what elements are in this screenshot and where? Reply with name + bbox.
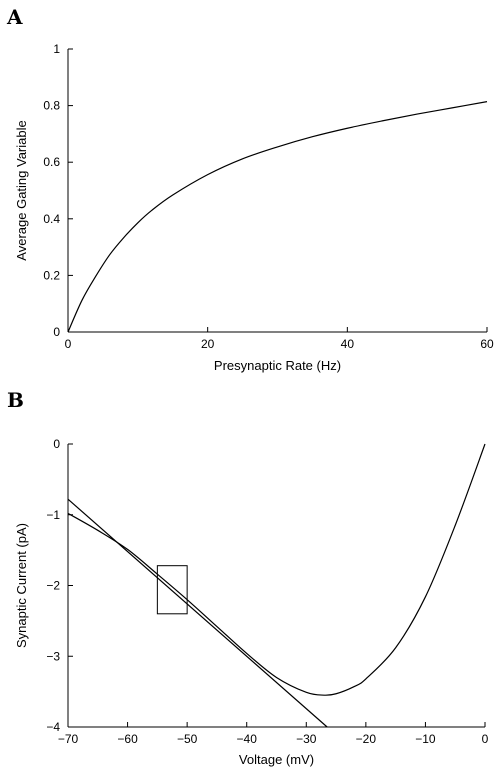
y-tick-label: −2 (46, 579, 60, 593)
y-tick-label: 0.4 (43, 212, 60, 226)
x-tick-label: −30 (296, 732, 317, 746)
x-tick-label: −10 (415, 732, 436, 746)
series-line-1 (67, 498, 328, 728)
y-tick-label: 0 (53, 325, 60, 339)
y-tick-label: −4 (46, 720, 60, 734)
y-tick-label: 1 (53, 42, 60, 56)
x-tick-label: 0 (65, 337, 72, 351)
panel-b-label: B (7, 388, 24, 412)
y-tick-label: −3 (46, 649, 60, 663)
x-tick-label: −50 (177, 732, 198, 746)
series-line-0 (67, 101, 488, 333)
y-axis-title: Average Gating Variable (14, 120, 29, 260)
x-tick-label: 40 (341, 337, 355, 351)
y-tick-label: 0.8 (43, 99, 60, 113)
x-tick-label: 0 (482, 732, 489, 746)
y-tick-label: 0.6 (43, 155, 60, 169)
annotation-rect (156, 565, 188, 615)
y-tick-label: 0 (53, 437, 60, 451)
x-tick-label: −20 (356, 732, 377, 746)
y-axis-title: Synaptic Current (pA) (14, 523, 29, 648)
series-line-0 (67, 443, 486, 696)
x-tick-label: −70 (58, 732, 79, 746)
y-tick-label: −1 (46, 508, 60, 522)
chart-a: 0 20 40 60 0 0.2 0.4 0.6 0.8 1 Presynaptic Rate (H… (14, 42, 494, 373)
x-axis-title: Presynaptic Rate (Hz) (214, 358, 341, 373)
x-tick-label: 20 (201, 337, 215, 351)
x-tick-label: −40 (237, 732, 258, 746)
panel-a-label: A (6, 5, 23, 29)
x-tick-label: 60 (480, 337, 494, 351)
y-tick-label: 0.2 (43, 268, 60, 282)
x-axis-title: Voltage (mV) (239, 752, 314, 767)
x-tick-label: −60 (117, 732, 138, 746)
